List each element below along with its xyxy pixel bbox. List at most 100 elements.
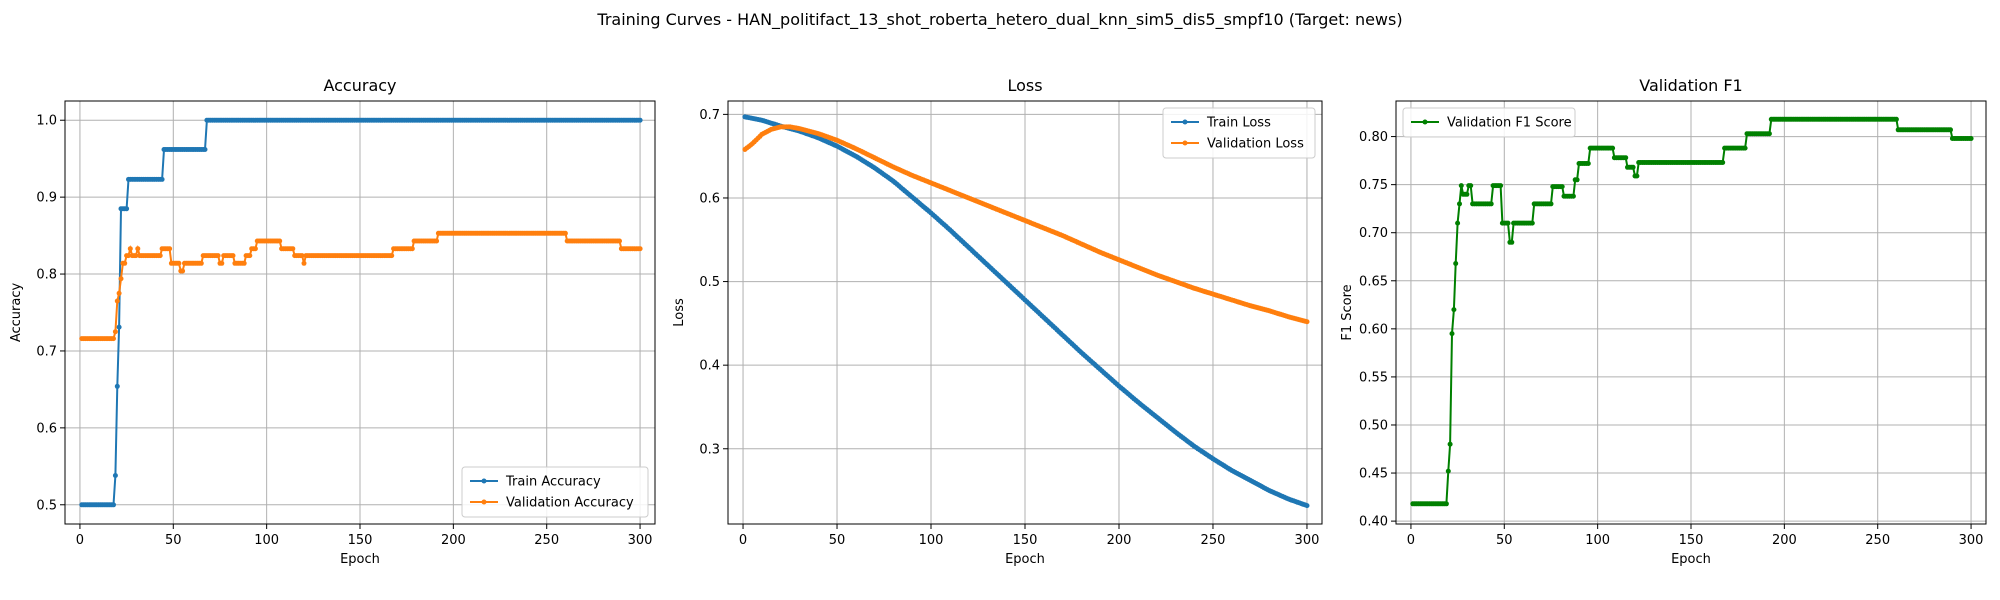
- data-point: [637, 117, 643, 123]
- x-tick-label: 150: [348, 533, 373, 548]
- legend-label: Train Accuracy: [505, 475, 601, 490]
- data-point: [122, 260, 128, 266]
- data-point: [247, 253, 253, 259]
- data-point: [1304, 503, 1310, 509]
- y-tick-label: 0.75: [1359, 178, 1388, 193]
- data-point: [1304, 319, 1310, 325]
- data-point: [1447, 441, 1453, 447]
- chart-panel-3: 0 50 100 150 200 250 300 0.40 0.45 0.50 0.55 0.60 0.…: [1340, 76, 1987, 567]
- chart-title: Validation F1: [1639, 76, 1742, 95]
- chart-panel-2: 0 50 100 150 200 250 300 0.3 0.4 0.5 0.6 0.7 Loss Epo…: [672, 76, 1323, 567]
- series-line: [81, 119, 641, 506]
- x-tick-label: 200: [441, 533, 466, 548]
- y-tick-label: 0.7: [36, 344, 57, 359]
- data-point: [1458, 183, 1464, 189]
- y-tick-label: 0.8: [36, 268, 57, 283]
- data-point: [301, 260, 307, 266]
- data-point: [202, 147, 208, 152]
- data-point: [159, 176, 165, 182]
- data-point: [114, 298, 120, 304]
- data-point: [112, 473, 118, 478]
- data-point: [135, 246, 141, 252]
- x-tick-label: 50: [1496, 533, 1513, 548]
- x-tick-label: 50: [165, 533, 182, 548]
- series-2: [79, 230, 643, 342]
- data-point: [1742, 145, 1748, 151]
- data-point: [1445, 468, 1451, 474]
- x-axis-label: Epoch: [1005, 552, 1045, 567]
- data-point: [1464, 191, 1470, 197]
- y-tick-label: 0.7: [699, 108, 720, 123]
- series-2: [742, 124, 1310, 325]
- x-axis-label: Epoch: [340, 552, 380, 567]
- x-tick-label: 250: [534, 533, 559, 548]
- data-point: [1453, 261, 1459, 266]
- figure-title: Training Curves - HAN_politifact_13_shot…: [597, 10, 1403, 29]
- x-tick-label: 200: [1107, 533, 1132, 548]
- data-point: [1559, 184, 1565, 190]
- data-point: [290, 246, 296, 252]
- y-tick-label: 0.5: [36, 498, 57, 513]
- data-point: [1610, 145, 1616, 151]
- data-point: [1529, 220, 1535, 226]
- legend-marker: [481, 499, 487, 505]
- data-point: [1509, 239, 1515, 245]
- legend-box: [1402, 107, 1576, 138]
- data-point: [127, 246, 133, 252]
- y-tick-label: 0.3: [699, 442, 720, 457]
- x-tick-label: 100: [254, 533, 279, 548]
- legend-box: [1162, 107, 1316, 159]
- data-point: [198, 260, 204, 266]
- x-tick-label: 250: [1201, 533, 1226, 548]
- legend-box: [461, 466, 649, 518]
- y-tick-label: 0.60: [1359, 322, 1388, 337]
- legend: Train Loss Validation Loss: [1162, 107, 1316, 159]
- data-point: [1766, 131, 1772, 137]
- legend-marker: [1182, 140, 1188, 146]
- y-tick-label: 0.4: [699, 359, 720, 374]
- data-point: [1948, 127, 1953, 133]
- legend-label: Validation F1 Score: [1447, 116, 1572, 131]
- legend-marker: [1422, 119, 1428, 125]
- legend: Validation F1 Score: [1402, 107, 1576, 138]
- data-point: [1574, 177, 1580, 183]
- data-point: [215, 253, 221, 259]
- chart-panel-1: 0 50 100 150 200 250 300 0.5 0.6 0.7 0.8 0.9 1.0 Accu…: [9, 76, 656, 567]
- x-tick-label: 150: [1013, 533, 1038, 548]
- y-tick-label: 0.5: [699, 275, 720, 290]
- data-point: [112, 329, 118, 335]
- series-1: [79, 117, 643, 508]
- data-point: [637, 246, 643, 252]
- series-line: [744, 115, 1308, 507]
- data-point: [114, 383, 120, 389]
- data-point: [111, 502, 116, 508]
- chart-title: Accuracy: [323, 76, 396, 95]
- data-point: [118, 276, 124, 282]
- x-tick-label: 0: [1407, 533, 1415, 548]
- data-point: [617, 238, 622, 244]
- data-point: [1449, 331, 1455, 337]
- data-point: [1623, 155, 1629, 161]
- data-point: [176, 260, 182, 266]
- y-tick-label: 0.45: [1359, 467, 1388, 482]
- y-axis-label: F1 Score: [1340, 284, 1355, 340]
- y-tick-label: 1.0: [36, 114, 57, 129]
- y-tick-label: 0.70: [1359, 226, 1388, 241]
- legend-label: Validation Accuracy: [506, 496, 634, 511]
- legend-marker: [1182, 119, 1188, 125]
- y-tick-label: 0.80: [1359, 130, 1388, 145]
- chart-title: Loss: [1007, 76, 1042, 95]
- data-point: [409, 246, 415, 252]
- data-point: [1968, 136, 1974, 141]
- y-tick-label: 0.40: [1359, 515, 1388, 530]
- data-point: [230, 253, 236, 259]
- data-point: [1630, 164, 1636, 170]
- x-tick-label: 200: [1772, 533, 1797, 548]
- data-point: [434, 238, 440, 244]
- x-tick-label: 300: [1295, 533, 1320, 548]
- data-point: [1488, 201, 1494, 207]
- data-point: [1443, 501, 1449, 507]
- data-point: [1585, 161, 1591, 166]
- data-point: [299, 253, 305, 259]
